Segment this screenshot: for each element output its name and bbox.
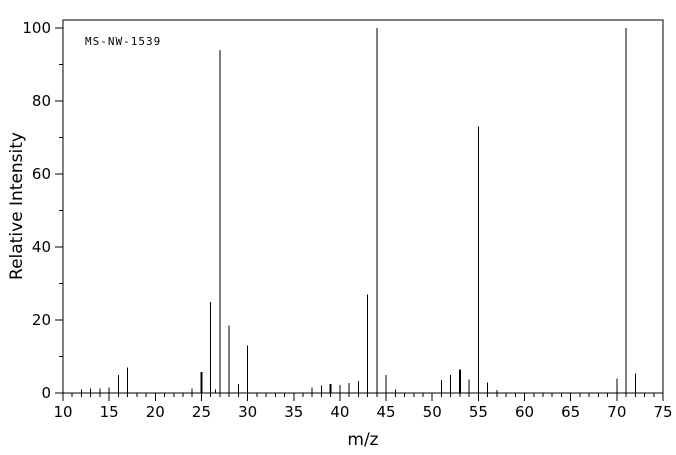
x-tick-label: 40 [330, 403, 349, 421]
y-tick-label: 20 [32, 311, 51, 329]
plot-border [62, 19, 664, 394]
x-tick-label: 75 [653, 403, 672, 421]
x-tick-label: 15 [100, 403, 119, 421]
spectrum-peaks [80, 28, 636, 393]
y-tick-label: 80 [32, 92, 51, 110]
x-tick-label: 10 [53, 403, 72, 421]
y-tick-label: 40 [32, 238, 51, 256]
x-tick-label: 25 [192, 403, 211, 421]
x-axis-ticks: 10 15 20 25 30 35 40 45 50 55 60 65 70 75 [53, 393, 673, 421]
x-tick-label: 20 [146, 403, 165, 421]
y-axis-ticks: 0 20 40 60 80 100 [22, 19, 63, 402]
y-tick-label: 0 [41, 384, 51, 402]
x-tick-label: 70 [607, 403, 626, 421]
x-tick-label: 55 [469, 403, 488, 421]
y-tick-label: 60 [32, 165, 51, 183]
y-axis-title: Relative Intensity [7, 132, 27, 280]
x-tick-label: 30 [238, 403, 257, 421]
x-tick-label: 60 [515, 403, 534, 421]
x-tick-label: 35 [284, 403, 303, 421]
x-tick-label: 45 [377, 403, 396, 421]
x-tick-label: 65 [561, 403, 580, 421]
x-axis-title: m/z [347, 430, 378, 450]
y-tick-label: 100 [22, 19, 51, 37]
spectrum-id-label: MS-NW-1539 [85, 35, 161, 48]
x-tick-label: 50 [423, 403, 442, 421]
